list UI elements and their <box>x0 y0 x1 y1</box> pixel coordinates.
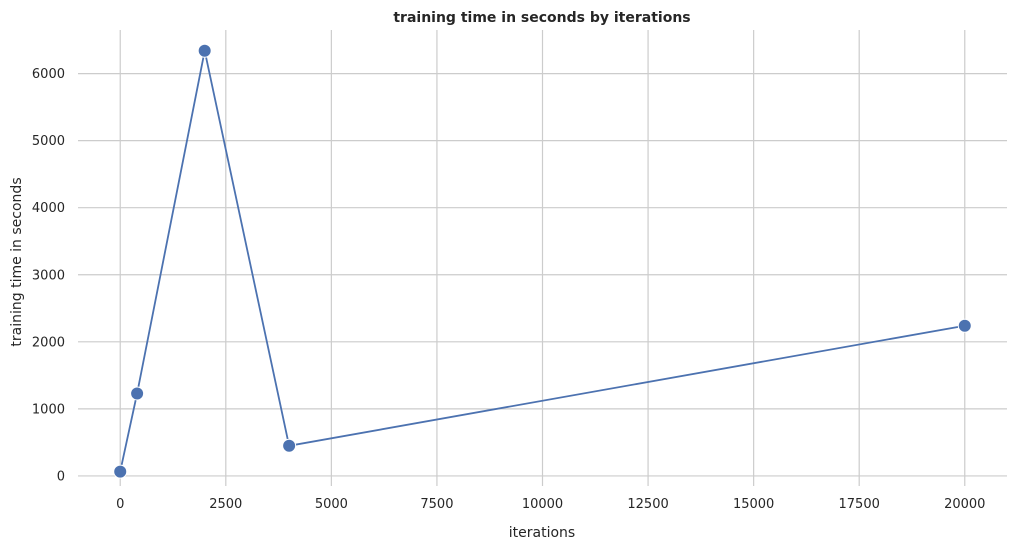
y-tick-label: 5000 <box>32 134 65 149</box>
data-point <box>282 438 297 453</box>
chart-title: training time in seconds by iterations <box>393 10 690 26</box>
y-gridlines <box>78 72 1007 477</box>
series-layer <box>113 43 972 479</box>
x-tick-label: 7500 <box>420 497 453 512</box>
x-tick-labels: 0 2500 5000 7500 10000 12500 15000 17500 20000 <box>116 497 985 512</box>
x-tick-label: 10000 <box>522 497 563 512</box>
x-axis-label: iterations <box>509 525 575 541</box>
x-tick-label: 5000 <box>315 497 348 512</box>
x-tick-label: 12500 <box>627 497 668 512</box>
data-point <box>197 43 212 58</box>
x-tick-label: 0 <box>116 497 124 512</box>
x-gridlines <box>119 30 966 486</box>
y-tick-label: 1000 <box>32 402 65 417</box>
y-tick-labels: 0 1000 2000 3000 4000 5000 6000 <box>32 67 65 484</box>
x-tick-label: 20000 <box>944 497 985 512</box>
data-point <box>113 464 128 479</box>
y-tick-label: 6000 <box>32 67 65 82</box>
y-tick-label: 0 <box>57 469 65 484</box>
y-tick-label: 3000 <box>32 268 65 283</box>
data-point <box>957 318 972 333</box>
x-tick-label: 15000 <box>733 497 774 512</box>
x-tick-label: 17500 <box>839 497 880 512</box>
y-axis-label: training time in seconds <box>9 177 25 346</box>
data-point <box>130 386 145 401</box>
x-tick-label: 2500 <box>209 497 242 512</box>
y-tick-label: 2000 <box>32 335 65 350</box>
y-tick-label: 4000 <box>32 201 65 216</box>
